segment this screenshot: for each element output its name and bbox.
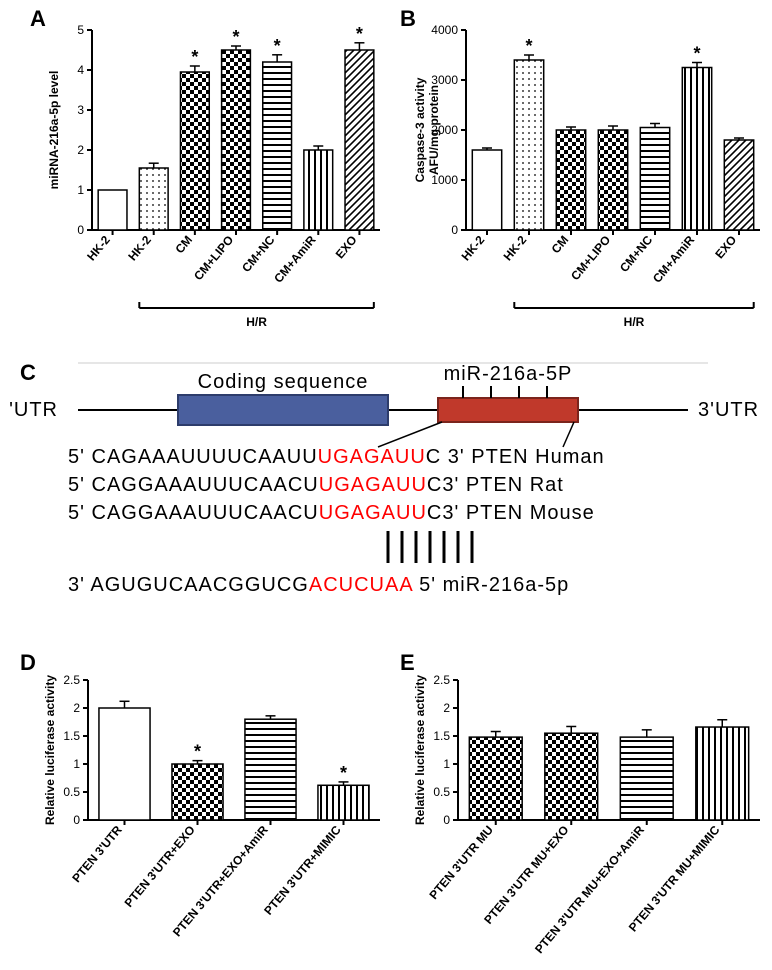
svg-text:*: * (356, 24, 363, 44)
svg-text:*: * (693, 44, 700, 64)
svg-text:PTEN 3'UTR+EXO: PTEN 3'UTR+EXO (122, 823, 198, 910)
svg-text:*: * (232, 27, 239, 47)
svg-text:*: * (525, 36, 532, 56)
svg-text:1: 1 (73, 757, 80, 771)
svg-text:2: 2 (77, 143, 84, 157)
svg-text:*: * (194, 742, 201, 762)
svg-text:0: 0 (73, 813, 80, 827)
svg-text:CM+LIPO: CM+LIPO (191, 233, 236, 283)
svg-text:1.5: 1.5 (433, 729, 450, 743)
svg-text:CM: CM (172, 233, 195, 256)
chart-e: 0 0.5 1 1.5 2 2.5 Relative luciferase activity… (400, 660, 770, 970)
svg-text:2: 2 (73, 701, 80, 715)
svg-text:0: 0 (451, 223, 458, 237)
svg-text:PTEN 3'UTR: PTEN 3'UTR (69, 823, 125, 886)
svg-text:PTEN 3'UTR+MIMIC: PTEN 3'UTR+MIMIC (261, 823, 344, 918)
diagram-c: 5'UTR 3'UTR Coding sequence miR-216a-5P 5' C… (8, 355, 768, 655)
svg-text:1: 1 (77, 183, 84, 197)
svg-text:0: 0 (77, 223, 84, 237)
svg-text:2.5: 2.5 (433, 673, 450, 687)
svg-text:HK-2: HK-2 (84, 233, 113, 264)
svg-text:PTEN 3'UTR MU+EXO: PTEN 3'UTR MU+EXO (481, 823, 571, 927)
svg-text:5'UTR: 5'UTR (8, 399, 58, 421)
svg-text:*: * (340, 763, 347, 783)
svg-text:1.5: 1.5 (63, 729, 80, 743)
svg-text:Caspase-3 activity: Caspase-3 activity (413, 77, 427, 182)
svg-text:3000: 3000 (431, 73, 458, 87)
svg-text:H/R: H/R (624, 315, 645, 329)
svg-text:4: 4 (77, 63, 84, 77)
svg-text:5' CAGAAAUUUUCAAUUUGAGAUUC 3: 5' CAGAAAUUUUCAAUUUGAGAUUC 3' PTEN Human (68, 446, 605, 468)
svg-text:HK-2: HK-2 (459, 233, 488, 264)
svg-text:EXO: EXO (712, 233, 739, 261)
svg-text:HK-2: HK-2 (501, 233, 530, 264)
svg-text:3: 3 (77, 103, 84, 117)
svg-text:5' CAGGAAAUUUCAACUUGAGAUUC3': 5' CAGGAAAUUUCAACUUGAGAUUC3' PTEN Mouse (68, 502, 595, 524)
svg-text:HK-2: HK-2 (125, 233, 154, 264)
chart-b: 01000200030004000Caspase-3 activityAFU/m… (400, 10, 770, 350)
svg-text:CM+AmiR: CM+AmiR (650, 233, 698, 286)
svg-text:Relative luciferase activity: Relative luciferase activity (43, 675, 57, 825)
svg-text:2: 2 (443, 701, 450, 715)
chart-a: 0 1 2 3 4 5 miRNA-216a-5p level HK-2 HK-2 * CM * CM+… (30, 10, 390, 350)
svg-text:0: 0 (443, 813, 450, 827)
svg-text:PTEN 3'UTR MU: PTEN 3'UTR MU (426, 823, 496, 902)
svg-text:0.5: 0.5 (63, 785, 80, 799)
svg-text:4000: 4000 (431, 23, 458, 37)
svg-text:2.5: 2.5 (63, 673, 80, 687)
svg-text:CM+NC: CM+NC (617, 233, 656, 275)
svg-text:1: 1 (443, 757, 450, 771)
svg-text:CM+NC: CM+NC (239, 233, 278, 275)
svg-text:miRNA-216a-5p level: miRNA-216a-5p level (47, 71, 61, 190)
svg-text:CM+AmiR: CM+AmiR (271, 233, 319, 286)
svg-text:3'UTR: 3'UTR (698, 399, 759, 421)
svg-text:Coding sequence: Coding sequence (198, 371, 369, 393)
svg-text:AFU/mg protein: AFU/mg protein (427, 85, 441, 175)
svg-text:5' CAGGAAAUUUCAACUUGAGAUUC3': 5' CAGGAAAUUUCAACUUGAGAUUC3' PTEN Rat (68, 474, 564, 496)
svg-text:3' AGUGUCAACGGUCGACUCUAA 5' m: 3' AGUGUCAACGGUCGACUCUAA 5' miR-216a-5p (68, 574, 569, 596)
svg-text:5: 5 (77, 23, 84, 37)
svg-text:*: * (191, 47, 198, 67)
svg-text:0.5: 0.5 (433, 785, 450, 799)
svg-text:Relative luciferase activity: Relative luciferase activity (413, 675, 427, 825)
svg-text:H/R: H/R (246, 315, 267, 329)
svg-text:CM: CM (549, 233, 572, 256)
svg-text:CM+LIPO: CM+LIPO (568, 233, 613, 283)
svg-text:EXO: EXO (333, 233, 360, 261)
chart-d: 0 0.5 1 1.5 2 2.5 Relative luciferase activity… (30, 660, 390, 970)
svg-text:*: * (274, 36, 281, 56)
svg-text:miR-216a-5P: miR-216a-5P (444, 363, 573, 385)
